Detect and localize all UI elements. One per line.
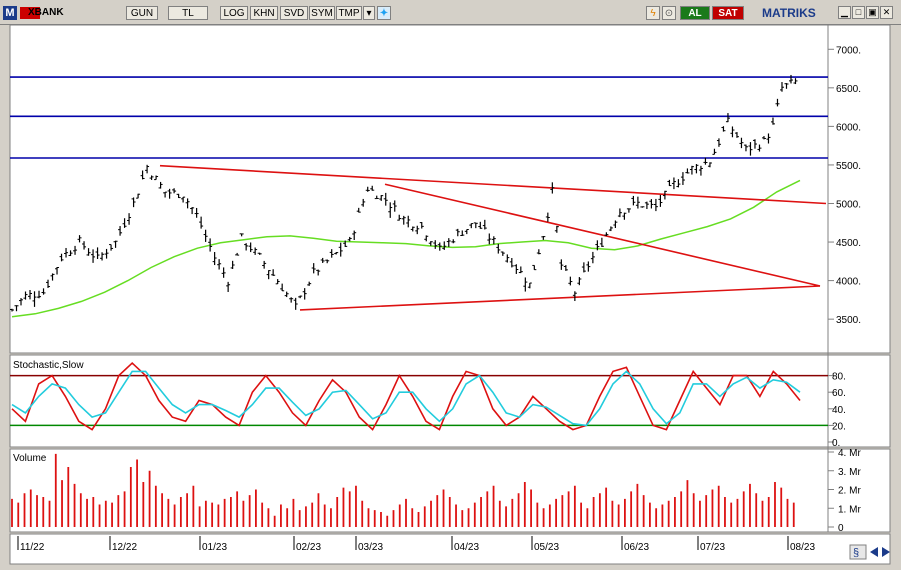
stoch-tick-label: 40. [832, 405, 846, 416]
chart-toolbar: M XBANK GUN TL LOG KHN SVD SYM TMP ▾ ✦ ϟ… [0, 0, 901, 25]
price-tick-label: 3500. [836, 315, 861, 326]
minimize-icon[interactable]: ▁ [838, 6, 851, 19]
price-tick-label: 5500. [836, 161, 861, 172]
maximize-icon[interactable]: ▣ [866, 6, 879, 19]
scroll-right-icon[interactable] [882, 547, 890, 557]
symbol-label[interactable]: XBANK [28, 7, 64, 18]
time-axis [9, 533, 891, 565]
price-tick-label: 6000. [836, 122, 861, 133]
period-button[interactable]: GUN [126, 6, 158, 20]
price-tick-label: 4000. [836, 277, 861, 288]
price-tick-label: 5000. [836, 199, 861, 210]
refresh-icon[interactable] [849, 544, 867, 560]
scroll-controls[interactable]: § [849, 544, 890, 560]
volume-tick-label: 1. Mr [838, 504, 861, 515]
currency-button[interactable]: TL [168, 6, 208, 20]
stoch-k-line [11, 362, 801, 431]
scroll-left-icon[interactable] [870, 547, 878, 557]
refresh-glyph: § [853, 547, 859, 559]
stoch-tick-label: 80. [832, 372, 846, 383]
x-tick-label: 12/22 [112, 542, 137, 553]
volume-tick-label: 3. Mr [838, 467, 861, 478]
x-tick-label: 06/23 [624, 542, 649, 553]
price-tick-label: 6500. [836, 84, 861, 95]
twitter-icon[interactable]: ✦ [377, 6, 391, 20]
volume-tick-label: 4. Mr [838, 448, 861, 459]
x-tick-label: 02/23 [296, 542, 321, 553]
close-icon[interactable]: ✕ [880, 6, 893, 19]
stoch-d-line [11, 370, 801, 427]
khn-button[interactable]: KHN [250, 6, 278, 20]
pin-icon[interactable]: ⊙ [662, 6, 676, 20]
stoch-tick-label: 60. [832, 388, 846, 399]
x-tick-label: 11/22 [20, 542, 45, 553]
moving-average-line [11, 179, 801, 318]
app-logo: M [3, 6, 17, 20]
sym-button[interactable]: SYM [309, 6, 335, 20]
trend-line[interactable] [159, 164, 827, 205]
dropdown-icon[interactable]: ▾ [363, 6, 375, 20]
price-tick-label: 4500. [836, 238, 861, 249]
x-tick-label: 07/23 [700, 542, 725, 553]
volume-tick-label: 2. Mr [838, 486, 861, 497]
log-button[interactable]: LOG [220, 6, 248, 20]
trend-line[interactable] [299, 285, 821, 311]
flag-icon [20, 7, 40, 19]
restore-icon[interactable]: □ [852, 6, 865, 19]
tmp-button[interactable]: TMP [336, 6, 362, 20]
price-panel[interactable] [9, 24, 891, 354]
lightning-icon[interactable]: ϟ [646, 6, 660, 20]
stoch-tick-label: 0. [832, 438, 840, 449]
x-tick-label: 05/23 [534, 542, 559, 553]
x-tick-label: 03/23 [358, 542, 383, 553]
x-tick-label: 01/23 [202, 542, 227, 553]
price-tick-label: 7000. [836, 45, 861, 56]
svd-button[interactable]: SVD [280, 6, 308, 20]
trend-line[interactable] [384, 183, 821, 287]
volume-title: Volume [13, 453, 47, 464]
sell-button[interactable]: SAT [712, 6, 744, 20]
x-tick-label: 04/23 [454, 542, 479, 553]
buy-button[interactable]: AL [680, 6, 710, 20]
stochastic-title: Stochastic,Slow [13, 360, 84, 371]
x-tick-label: 08/23 [790, 542, 815, 553]
stoch-tick-label: 20. [832, 421, 846, 432]
brand-label: MATRIKS [762, 6, 816, 20]
volume-tick-label: 0 [838, 523, 844, 534]
